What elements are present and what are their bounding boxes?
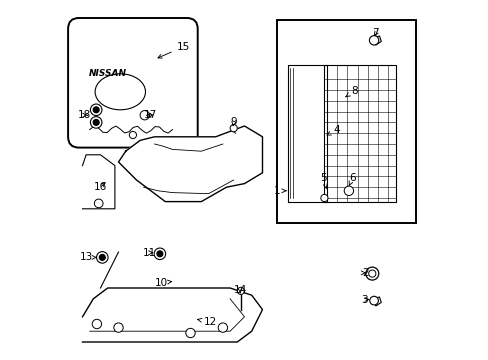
Circle shape	[129, 131, 136, 139]
Circle shape	[93, 120, 99, 125]
Text: 13: 13	[80, 252, 96, 262]
Bar	[276, 20, 415, 223]
Polygon shape	[82, 288, 262, 342]
Circle shape	[218, 323, 227, 332]
Text: 16: 16	[94, 182, 107, 192]
Circle shape	[157, 251, 163, 257]
Circle shape	[90, 104, 102, 116]
Text: 2: 2	[361, 268, 367, 278]
Circle shape	[368, 36, 378, 45]
Text: 1: 1	[273, 186, 285, 196]
Text: 12: 12	[197, 317, 217, 327]
Circle shape	[344, 186, 353, 195]
Text: 15: 15	[158, 42, 189, 58]
Circle shape	[368, 270, 375, 277]
Circle shape	[93, 107, 99, 113]
Circle shape	[140, 111, 149, 120]
Text: 14: 14	[233, 285, 246, 295]
Circle shape	[99, 255, 105, 260]
Circle shape	[237, 287, 244, 294]
Text: 6: 6	[348, 173, 355, 186]
Circle shape	[94, 199, 103, 208]
FancyBboxPatch shape	[68, 18, 197, 148]
Text: 5: 5	[320, 173, 326, 189]
Text: 11: 11	[142, 248, 155, 258]
Text: 8: 8	[345, 86, 357, 97]
Circle shape	[114, 323, 123, 332]
Text: 9: 9	[230, 117, 237, 127]
Text: 7: 7	[372, 28, 378, 38]
Text: 10: 10	[155, 278, 171, 288]
Text: 3: 3	[360, 294, 368, 305]
Text: 18: 18	[78, 110, 91, 120]
Circle shape	[185, 328, 195, 338]
Circle shape	[230, 125, 237, 132]
Circle shape	[320, 194, 327, 202]
Text: 4: 4	[326, 125, 339, 135]
Ellipse shape	[95, 74, 145, 110]
Text: NISSAN: NISSAN	[88, 69, 126, 78]
Polygon shape	[82, 155, 115, 209]
Circle shape	[365, 267, 378, 280]
Circle shape	[92, 319, 102, 329]
Polygon shape	[118, 126, 262, 202]
Text: 17: 17	[144, 110, 157, 120]
Circle shape	[90, 117, 102, 128]
Circle shape	[369, 296, 378, 305]
Circle shape	[154, 248, 165, 260]
Circle shape	[96, 252, 108, 263]
Bar	[323, 65, 395, 202]
